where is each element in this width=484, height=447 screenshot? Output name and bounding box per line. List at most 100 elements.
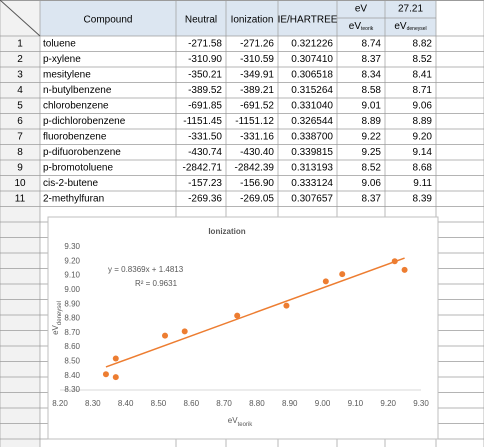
row-header-fill [0,0,40,447]
number-cell: 0.306518 [291,70,333,81]
column-header: 27.21 [398,4,423,15]
number-cell: 0.338700 [291,132,333,143]
compound-cell: n-butylbenzene [43,85,112,96]
number-cell: -2842.71 [183,163,223,174]
x-tick-label: 8.70 [216,399,232,408]
number-cell: 8.89 [362,116,382,127]
number-cell: -269.36 [188,194,222,205]
number-cell: 0.333124 [291,178,333,189]
number-cell: 8.52 [362,163,382,174]
row-number: 5 [17,101,23,112]
number-cell: -2842.39 [235,163,275,174]
x-tick-label: 8.90 [282,399,298,408]
column-subheader-sub: deneysel [407,26,427,32]
number-cell: 9.14 [413,147,433,158]
number-cell: 8.34 [362,70,382,81]
number-cell: 0.331040 [291,101,333,112]
row-number: 9 [17,163,23,174]
number-cell: 9.06 [362,178,382,189]
number-cell: 8.58 [362,85,382,96]
scatter-point [234,312,241,319]
number-cell: 9.22 [362,132,382,143]
number-cell: 8.39 [413,194,433,205]
scatter-point [112,374,119,381]
column-subheader-main: eV [394,21,407,32]
x-tick-label: 8.40 [118,399,134,408]
row-number: 8 [17,147,23,158]
column-subheader-main: eV [349,21,362,32]
y-tick-label: 8.30 [64,385,80,394]
number-cell: 8.41 [413,70,433,81]
scatter-point [102,371,109,378]
number-cell: -331.50 [188,132,222,143]
number-cell: 8.82 [413,39,433,50]
chart: Ionization 8.20 8.30 8.40 8.50 8.60 8.70 8.80 8.… [47,216,439,440]
number-cell: 9.01 [362,101,382,112]
number-cell: -271.26 [240,39,274,50]
number-cell: -389.21 [240,85,274,96]
compound-cell: p-difuorobenzene [43,147,121,158]
y-tick-label: 8.90 [64,299,80,308]
number-cell: -349.91 [240,70,274,81]
number-cell: 8.71 [413,85,433,96]
row-number: 7 [17,132,23,143]
column-subheader-sub: teorik [361,26,374,32]
number-cell: 8.37 [362,54,382,65]
number-cell: 9.25 [362,147,382,158]
y-tick-label: 8.50 [64,357,80,366]
number-cell: 0.307410 [291,54,333,65]
scatter-point [112,355,119,362]
x-tick-label: 8.50 [151,399,167,408]
trendline-equation: y = 0.8369x + 1.4813 [108,265,184,274]
number-cell: -350.21 [188,70,222,81]
scatter-point [401,266,408,273]
column-header: Neutral [185,15,217,26]
number-cell: 0.339815 [291,147,333,158]
number-cell: -691.85 [188,101,222,112]
number-cell: 8.52 [413,54,433,65]
compound-cell: 2-methylfuran [43,194,104,205]
compound-cell: chlorobenzene [43,101,109,112]
number-cell: 0.307657 [291,194,333,205]
number-cell: -310.59 [240,54,274,65]
number-cell: -331.16 [240,132,274,143]
x-tick-label: 9.20 [380,399,396,408]
number-cell: 8.68 [413,163,433,174]
number-cell: 9.20 [413,132,433,143]
x-axis-label-sub: teorik [238,422,254,428]
x-axis-label-main: eV [228,416,238,425]
y-axis-label: eVdeneysel [51,301,62,335]
number-cell: 0.321226 [291,39,333,50]
y-tick-label: 8.80 [64,314,80,323]
x-tick-label: 9.10 [348,399,364,408]
number-cell: -1151.45 [183,116,222,127]
compound-cell: toluene [43,39,76,50]
number-cell: 9.11 [413,178,432,189]
chart-title: Ionization [208,227,245,236]
corner-diagonal [0,0,41,37]
number-cell: -691.52 [240,101,274,112]
chart-area [47,216,439,440]
trendline [105,257,405,368]
scatter-point [322,278,329,285]
x-tick-label: 9.30 [413,399,429,408]
x-tick-label: 9.00 [315,399,331,408]
row-number: 4 [17,85,23,96]
x-axis-label: eVteorik [228,416,253,427]
y-tick-label: 9.20 [64,256,80,265]
y-axis-label-main: eV [51,324,60,334]
compound-cell: mesitylene [43,70,91,81]
column-header: eV [355,4,368,15]
number-cell: 9.06 [413,101,433,112]
column-subheader: eVdeneysel [394,21,426,33]
y-tick-label: 9.30 [64,242,80,251]
scatter-point [391,258,398,265]
compound-cell: fluorobenzene [43,132,107,143]
y-axis-label-sub: deneysel [57,301,63,325]
y-tick-label: 9.10 [64,271,80,280]
row-number: 1 [17,39,23,50]
number-cell: 8.74 [362,39,382,50]
number-cell: -271.58 [188,39,222,50]
x-tick-label: 8.20 [52,399,68,408]
